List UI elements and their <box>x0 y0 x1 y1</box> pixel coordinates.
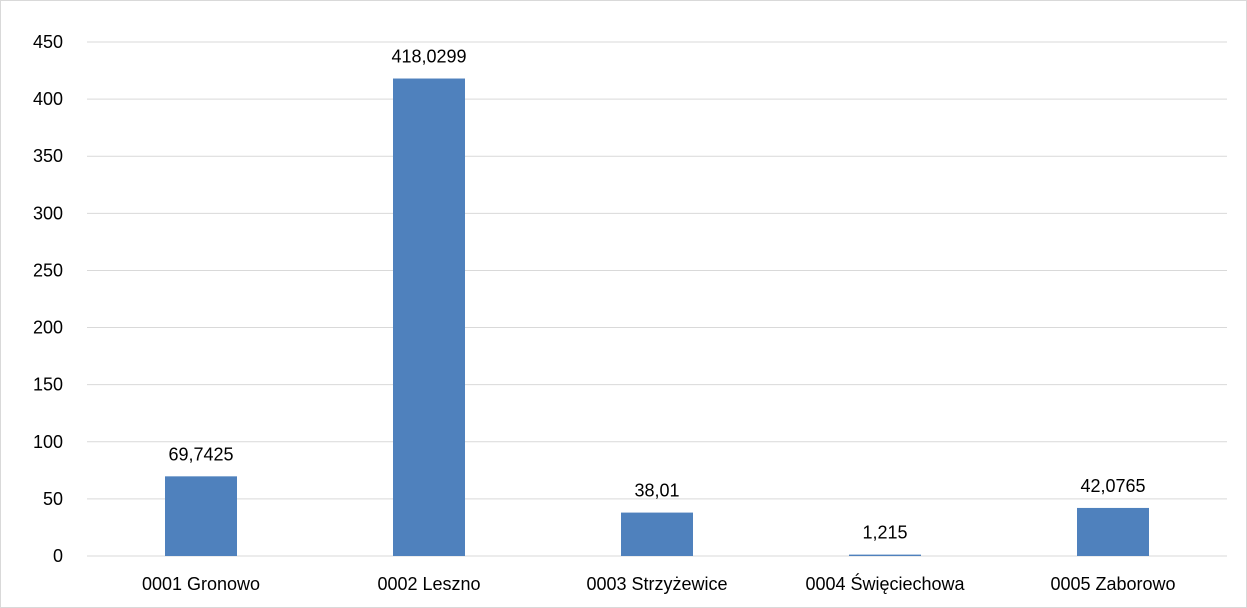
bar <box>393 78 465 556</box>
bar <box>165 476 237 556</box>
data-labels: 69,7425 418,0299 38,01 1,215 42,0765 <box>168 47 1145 543</box>
bar <box>849 554 921 556</box>
y-axis-tick-labels: 0 50 100 150 200 250 300 350 400 450 <box>33 32 63 566</box>
x-axis-tick-labels: 0001 Gronowo 0002 Leszno 0003 Strzyżewice 0… <box>142 573 1176 594</box>
bar <box>1077 507 1149 556</box>
y-tick-label: 100 <box>33 432 63 452</box>
x-tick-label: 0003 Strzyżewice <box>586 574 727 594</box>
x-tick-label: 0001 Gronowo <box>142 574 260 594</box>
y-tick-label: 200 <box>33 318 63 338</box>
y-tick-label: 450 <box>33 32 63 52</box>
x-tick-label: 0004 Święciechowa <box>805 573 965 594</box>
data-label: 42,0765 <box>1080 476 1145 496</box>
y-tick-label: 150 <box>33 375 63 395</box>
y-tick-label: 400 <box>33 89 63 109</box>
y-tick-label: 50 <box>43 489 63 509</box>
data-label: 38,01 <box>634 481 679 501</box>
x-tick-label: 0005 Zaborowo <box>1050 574 1175 594</box>
bar <box>621 512 693 556</box>
y-tick-label: 250 <box>33 260 63 280</box>
data-label: 418,0299 <box>391 47 466 67</box>
data-label: 69,7425 <box>168 444 233 464</box>
bars <box>165 78 1149 556</box>
gridlines <box>87 41 1227 557</box>
y-tick-label: 0 <box>53 546 63 566</box>
y-tick-label: 300 <box>33 203 63 223</box>
y-tick-label: 350 <box>33 146 63 166</box>
x-tick-label: 0002 Leszno <box>377 574 480 594</box>
data-label: 1,215 <box>862 523 907 543</box>
